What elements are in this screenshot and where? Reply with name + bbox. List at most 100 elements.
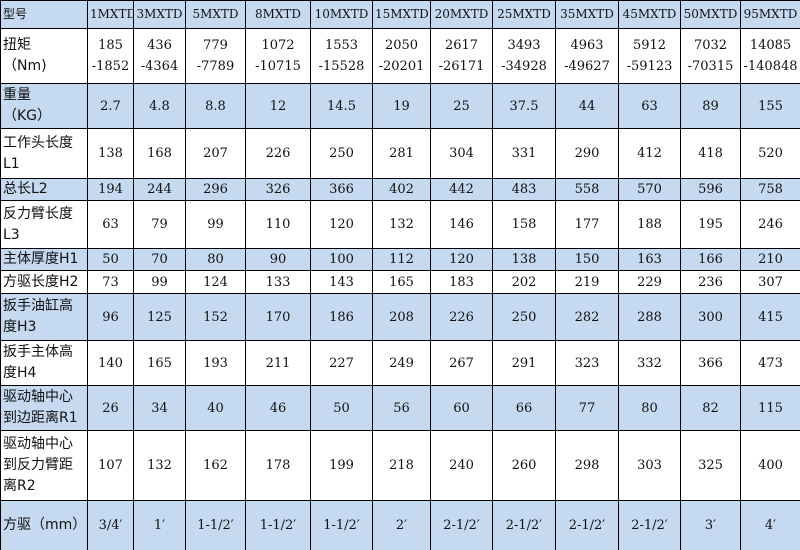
value-cell: 291 (492, 340, 556, 386)
value-cell: 46 (245, 385, 311, 431)
value-cell: 14085 -140848 (740, 28, 800, 84)
cell-line: （Nm) (3, 58, 47, 74)
value-cell: 331 (492, 128, 556, 179)
value-cell: 240 (430, 430, 493, 501)
value-cell: 596 (680, 178, 741, 201)
cell-line: 14085 (749, 38, 792, 53)
value-cell: 1553 -15528 (310, 28, 373, 84)
value-cell: 199 (310, 430, 373, 501)
value-cell: 37.5 (492, 83, 556, 129)
value-cell: 436 -4364 (133, 28, 186, 84)
value-cell: 558 (555, 178, 619, 201)
value-cell: 80 (185, 248, 246, 271)
row-label: 扳手油缸高 度H3 (0, 293, 88, 341)
value-cell: 166 (680, 248, 741, 271)
value-cell: 165 (372, 270, 431, 294)
value-cell: 4.8 (133, 83, 186, 129)
value-cell: 366 (310, 178, 373, 201)
value-cell: 1′ (133, 500, 186, 550)
value-cell: 150 (555, 248, 619, 271)
value-cell: 296 (185, 178, 246, 201)
value-cell: 202 (492, 270, 556, 294)
value-cell: 100 (310, 248, 373, 271)
value-cell: 193 (185, 340, 246, 386)
value-cell: 298 (555, 430, 619, 501)
value-cell: 26 (87, 385, 134, 431)
value-cell: 115 (740, 385, 800, 431)
value-cell: 442 (430, 178, 493, 201)
cell-line: L3 (3, 226, 20, 243)
cell-line: 2617 (444, 38, 479, 53)
cell-line: -10715 (255, 59, 301, 74)
value-cell: 323 (555, 340, 619, 386)
cell-line: L1 (3, 155, 20, 172)
cell-line: -26171 (438, 59, 485, 74)
data-row: 方驱（mm） 3/4′ 1′ 1-1/2′ 1-1/2′ 1-1/2′ 2′ 2-1/2′ 2-… (0, 500, 800, 550)
value-cell: 219 (555, 270, 619, 294)
value-cell: 211 (245, 340, 311, 386)
value-cell: 249 (372, 340, 431, 386)
cell-line: -70315 (687, 59, 734, 74)
value-cell: 185 -1852 (87, 28, 134, 84)
row-label: 驱动轴中心 到反力臂距 离R2 (0, 430, 88, 501)
row-label: 方驱长度H2 (0, 270, 88, 294)
value-cell: 79 (133, 200, 186, 249)
model-cell: 1MXTD (87, 0, 134, 29)
row-label: 型号 (0, 0, 88, 29)
cell-line: （KG） (3, 108, 52, 124)
cell-line: 离R2 (3, 478, 36, 494)
value-cell: 77 (555, 385, 619, 431)
value-cell: 70 (133, 248, 186, 271)
cell-line: -20201 (378, 59, 425, 74)
cell-line: 5912 (632, 38, 667, 53)
value-cell: 66 (492, 385, 556, 431)
row-label: 驱动轴中心 到边距离R1 (0, 385, 88, 431)
value-cell: 2-1/2′ (555, 500, 619, 550)
value-cell: 138 (87, 128, 134, 179)
cell-line: 到反力臂距 (3, 457, 73, 473)
model-cell: 3MXTD (133, 0, 186, 29)
model-cell: 10MXTD (310, 0, 373, 29)
value-cell: 7032 -70315 (680, 28, 741, 84)
value-cell: 63 (618, 83, 681, 129)
value-cell: 366 (680, 340, 741, 386)
data-row: 工作头长度 L1 138 168 207 226 250 281 304 331 290 412 418… (0, 128, 800, 179)
value-cell: 250 (492, 293, 556, 341)
cell-line: 1553 (324, 38, 359, 53)
model-cell: 50MXTD (680, 0, 741, 29)
value-cell: 281 (372, 128, 431, 179)
value-cell: 218 (372, 430, 431, 501)
value-cell: 132 (133, 430, 186, 501)
value-cell: 165 (133, 340, 186, 386)
value-cell: 1072 -10715 (245, 28, 311, 84)
value-cell: 332 (618, 340, 681, 386)
value-cell: 1-1/2′ (185, 500, 246, 550)
value-cell: 3493 -34928 (492, 28, 556, 84)
value-cell: 186 (310, 293, 373, 341)
value-cell: 168 (133, 128, 186, 179)
value-cell: 415 (740, 293, 800, 341)
cell-line: 反力臂长度 (3, 205, 73, 222)
value-cell: 112 (372, 248, 431, 271)
value-cell: 44 (555, 83, 619, 129)
value-cell: 50 (87, 248, 134, 271)
value-cell: 178 (245, 430, 311, 501)
value-cell: 8.8 (185, 83, 246, 129)
value-cell: 2-1/2′ (492, 500, 556, 550)
cell-line: 3493 (507, 38, 541, 53)
value-cell: 227 (310, 340, 373, 386)
value-cell: 194 (87, 178, 134, 201)
value-cell: 195 (680, 200, 741, 249)
value-cell: 483 (492, 178, 556, 201)
value-cell: 125 (133, 293, 186, 341)
value-cell: 82 (680, 385, 741, 431)
value-cell: 210 (740, 248, 800, 271)
row-label: 总长L2 (0, 178, 88, 201)
value-cell: 325 (680, 430, 741, 501)
value-cell: 3′ (680, 500, 741, 550)
value-cell: 132 (372, 200, 431, 249)
cell-line: 2050 (384, 38, 419, 53)
value-cell: 758 (740, 178, 800, 201)
